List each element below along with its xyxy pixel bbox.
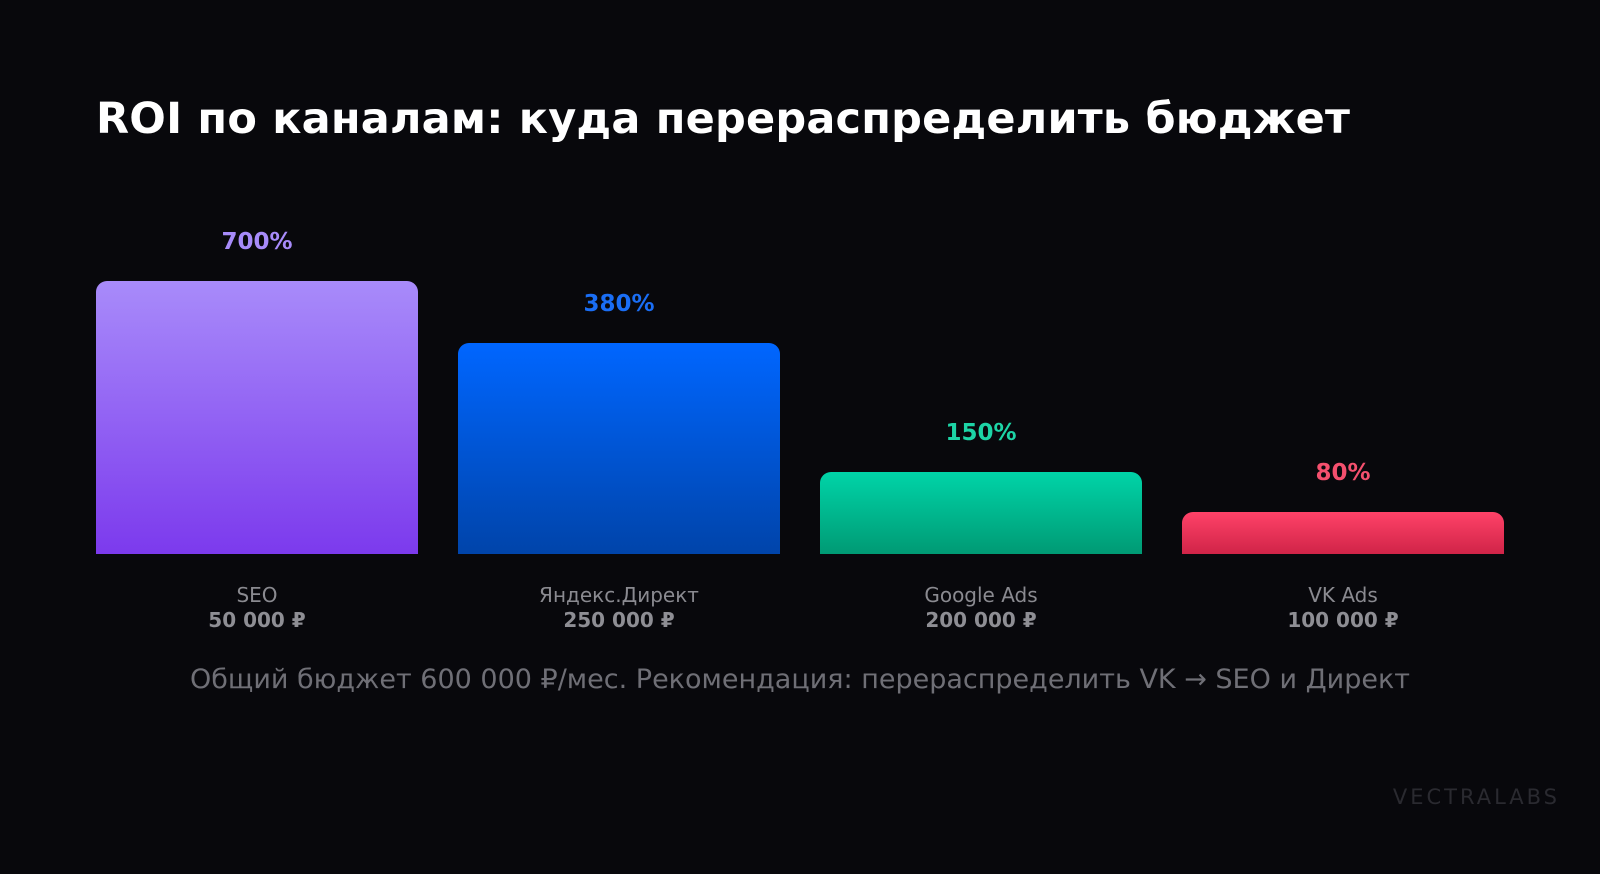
- bar-column-seo: 700% SEO 50 000 ₽: [96, 200, 418, 640]
- bar-category-label: VK Ads: [1308, 583, 1378, 607]
- bar-category-label: Яндекс.Директ: [539, 583, 699, 607]
- bar-value-label: 80%: [1315, 460, 1371, 486]
- bar-column-vk-ads: 80% VK Ads 100 000 ₽: [1182, 200, 1504, 640]
- bar-value-label: 380%: [583, 291, 655, 317]
- bar-budget-label: 250 000 ₽: [563, 608, 675, 632]
- bar-value-label: 150%: [945, 420, 1017, 446]
- bar-budget-label: 100 000 ₽: [1287, 608, 1399, 632]
- footer-summary: Общий бюджет 600 000 ₽/мес. Рекомендация…: [189, 664, 1411, 695]
- bar-category-label: Google Ads: [924, 583, 1038, 607]
- bar-yandex-direct: [458, 343, 780, 554]
- bar-seo: [96, 281, 418, 554]
- bar-category-label: SEO: [236, 583, 278, 607]
- bar-value-label: 700%: [221, 229, 293, 255]
- bar-column-google-ads: 150% Google Ads 200 000 ₽: [820, 200, 1142, 640]
- bar-budget-label: 200 000 ₽: [925, 608, 1037, 632]
- bar-vk-ads: [1182, 512, 1504, 554]
- bar-budget-label: 50 000 ₽: [208, 608, 306, 632]
- brand-watermark: VECTRALABS: [1392, 785, 1560, 809]
- bar-chart: 700% SEO 50 000 ₽ 380% Яндекс.Директ 250…: [96, 200, 1504, 640]
- chart-title: ROI по каналам: куда перераспределить бю…: [96, 94, 1351, 144]
- bar-google-ads: [820, 472, 1142, 554]
- bar-column-yandex-direct: 380% Яндекс.Директ 250 000 ₽: [458, 200, 780, 640]
